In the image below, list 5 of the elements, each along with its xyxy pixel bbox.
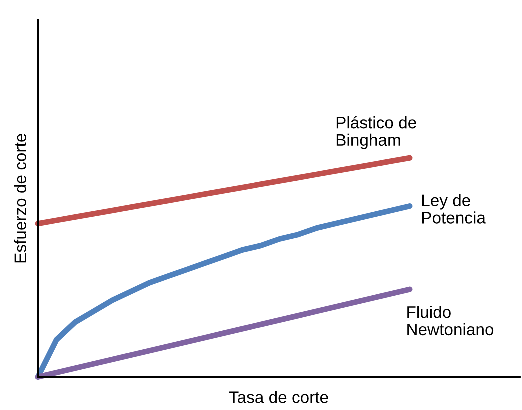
x-axis-title: Tasa de corte <box>229 391 328 404</box>
y-axis-title: Esfuerzo de corte <box>14 134 26 263</box>
series-label: Ley de Potencia <box>422 194 486 224</box>
series-label: Fluido Newtoniano <box>408 306 494 336</box>
series-label: Plástico de Bingham <box>336 116 416 150</box>
